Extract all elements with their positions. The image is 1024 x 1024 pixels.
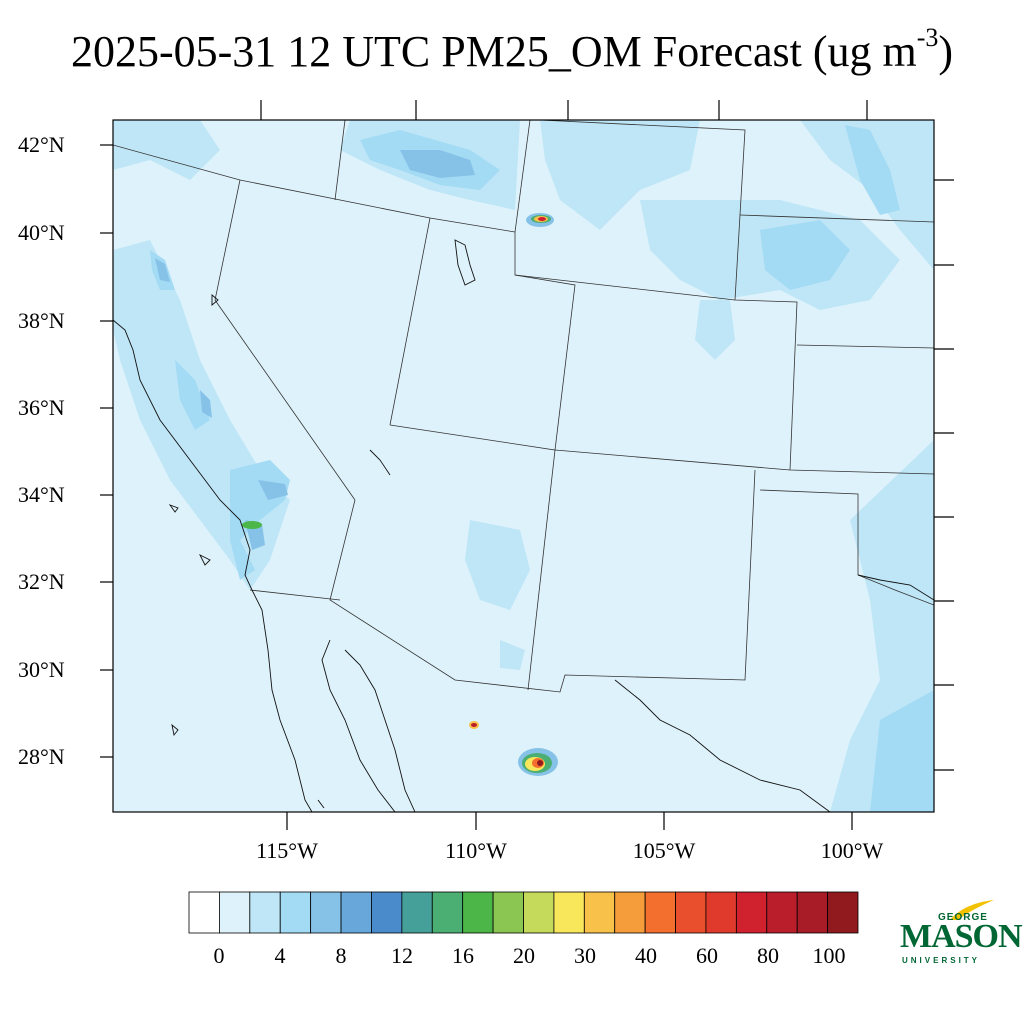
colorbar-box [310,891,342,934]
logo-university-text: UNIVERSITY [902,956,981,965]
logo-george-text: GEORGE [938,912,988,923]
field-patch [155,258,170,282]
lon-label: 100°W [820,838,884,863]
colorbar-box [371,891,403,934]
colorbar-box [675,891,707,934]
lat-label: 38°N [18,308,65,333]
colorbar-label: 60 [696,943,718,968]
hotspot-mexico-large [518,748,558,776]
field-patch [258,480,288,500]
colorbar-box [249,891,281,934]
field-patch [175,360,210,430]
colorbar-box [735,891,768,934]
colorbar-box [401,891,433,934]
colorbar-label: 20 [513,943,535,968]
colorbar-label: 40 [635,943,657,968]
field-patch [465,520,530,610]
field-patch [800,120,934,270]
field-patch [845,125,900,215]
lat-label: 30°N [18,657,65,682]
lat-label: 28°N [18,744,65,769]
colorbar-box [644,891,676,934]
colorbar-label: 8 [335,943,347,968]
colorbar-label: 30 [574,943,596,968]
lon-label: 110°W [445,838,507,863]
colorbar [188,891,859,934]
flame-icon [950,900,994,920]
state-boundaries [113,120,934,693]
colorbar-box [705,891,737,934]
colorbar-label: 16 [452,943,474,968]
field-patch [540,120,700,230]
field-patch [113,120,220,180]
lat-label: 34°N [18,482,65,507]
concentration-field [113,120,934,812]
colorbar-label: 80 [757,943,779,968]
colorbar-label: 12 [391,943,413,968]
field-patch [870,690,934,812]
colorbar-box [766,891,798,934]
map-ticks [100,100,954,830]
hotspot-mexico-small [469,721,479,729]
lat-label: 36°N [18,395,65,420]
colorbar-box [523,891,555,934]
colorbar-label: 0 [213,943,225,968]
colorbar-box [431,891,464,934]
colorbar-box [340,891,372,934]
colorbar-box [492,891,524,934]
colorbar-box [583,891,616,934]
lon-label: 105°W [632,838,696,863]
field-patch [200,390,212,418]
colorbar-label: 4 [274,943,286,968]
title-exponent: -3 [916,23,939,52]
colorbar-box [553,891,585,934]
colorbar-box [279,891,312,934]
colorbar-label: 100 [812,943,846,968]
logo-mason-text: MASON [900,918,1023,955]
colorbar-box [188,891,220,934]
map-frame [112,119,935,813]
colorbar-box [614,891,646,934]
colorbar-box [827,891,859,934]
field-patch [500,640,525,670]
lat-label: 42°N [18,132,65,157]
gmu-logo: GEORGE MASON UNIVERSITY [896,898,1023,968]
title-close: ) [938,27,954,76]
field-patch [695,300,735,360]
colorbar-box [219,891,251,934]
hotspot-north [526,213,554,227]
lat-label: 32°N [18,569,65,594]
colorbar-box [796,891,828,934]
coastlines [113,239,934,812]
lat-label: 40°N [18,220,65,245]
field-patch [400,150,475,178]
colorbar-box [462,891,494,934]
hotspot-california [242,521,262,529]
title-text: 2025-05-31 12 UTC PM25_OM Forecast (ug m [70,27,917,76]
lon-label: 115°W [256,838,318,863]
field-patch [760,220,850,290]
chart-title: 2025-05-31 12 UTC PM25_OM Forecast (ug m… [0,22,1024,82]
